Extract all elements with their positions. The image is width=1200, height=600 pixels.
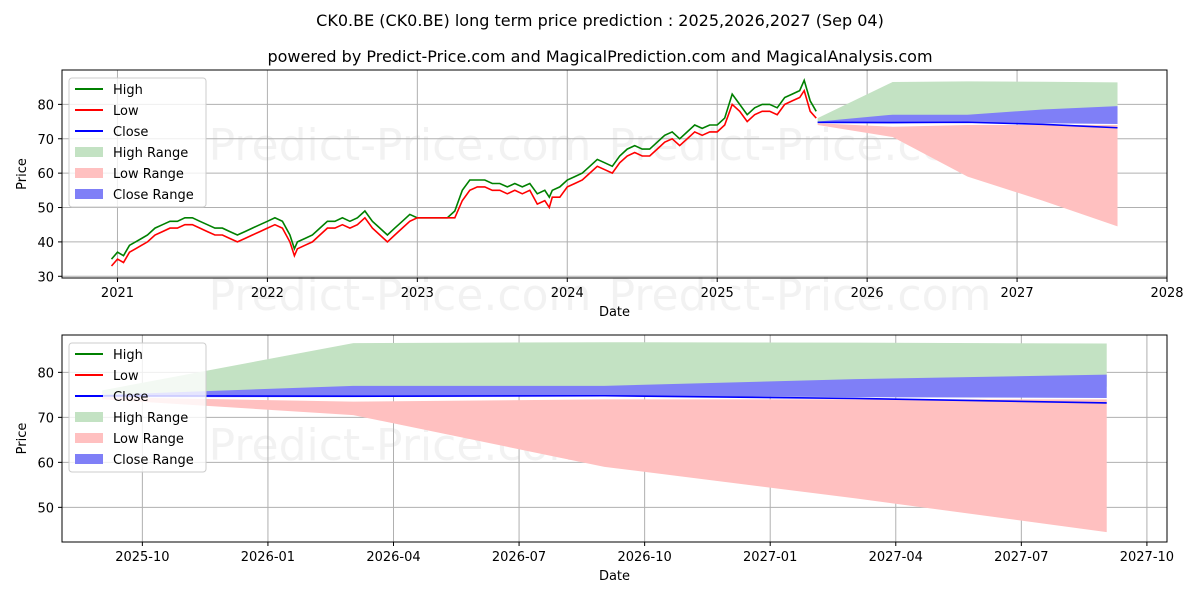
legend-label: High xyxy=(113,83,143,98)
plot-frame xyxy=(61,69,1168,279)
x-tick-label: 2025-10 xyxy=(115,550,169,565)
x-tick-label: 2024 xyxy=(551,286,584,301)
y-tick-label: 30 xyxy=(37,270,54,285)
top-chart-panel: Predict-Price.comPredict-Price.comPredic… xyxy=(15,69,1184,321)
legend: High Low Close High Range Low Range Close Ran… xyxy=(68,342,207,473)
x-tick-label: 2027-07 xyxy=(994,550,1048,565)
legend: High Low Close High Range Low Range Close Ran… xyxy=(68,77,207,208)
chart-title: CK0.BE (CK0.BE) long term price predicti… xyxy=(316,11,884,30)
legend-swatch-band xyxy=(75,412,103,422)
y-tick-label: 60 xyxy=(37,456,54,471)
y-tick-label: 40 xyxy=(37,236,54,251)
legend-label: Low Range xyxy=(113,167,184,182)
legend-label: Low xyxy=(113,369,139,384)
legend-label: High xyxy=(113,348,143,363)
low-series-line xyxy=(110,88,817,267)
x-axis-label: Date xyxy=(599,305,630,320)
legend-label: Close Range xyxy=(113,453,194,468)
legend-label: High Range xyxy=(113,146,188,161)
legend-box xyxy=(68,342,207,473)
x-tick-label: 2023 xyxy=(401,286,434,301)
x-tick-label: 2025 xyxy=(701,286,734,301)
legend-label: Low Range xyxy=(113,432,184,447)
watermark-text: Predict-Price.com xyxy=(209,120,592,171)
low-range-band xyxy=(817,123,1118,227)
chart-subtitle: powered by Predict-Price.com and Magical… xyxy=(267,47,932,66)
legend-label: High Range xyxy=(113,411,188,426)
y-tick-label: 50 xyxy=(37,501,54,516)
bottom-chart-panel: Predict-Price.comPredict-Price.com2025-1… xyxy=(15,334,1174,584)
legend-swatch-band xyxy=(75,433,103,443)
close-range-band xyxy=(102,374,1107,398)
y-tick-label: 50 xyxy=(37,202,54,217)
legend-label: Close xyxy=(113,125,148,140)
close-series-line xyxy=(817,121,1118,129)
x-tick-label: 2026 xyxy=(851,286,884,301)
plot-area xyxy=(110,77,1118,267)
x-tick-label: 2026-07 xyxy=(492,550,546,565)
x-tick-label: 2022 xyxy=(251,286,284,301)
x-tick-label: 2026-01 xyxy=(241,550,295,565)
x-tick-label: 2027-04 xyxy=(869,550,923,565)
legend-swatch-band xyxy=(75,454,103,464)
x-tick-label: 2021 xyxy=(101,286,134,301)
legend-label: Close xyxy=(113,390,148,405)
x-tick-label: 2026-04 xyxy=(366,550,420,565)
x-tick-label: 2027-01 xyxy=(743,550,797,565)
plot-area xyxy=(102,342,1107,533)
y-tick-label: 80 xyxy=(37,366,54,381)
plot-frame xyxy=(61,334,1168,543)
legend-swatch-band xyxy=(75,147,103,157)
x-tick-label: 2027 xyxy=(1001,286,1034,301)
legend-label: Low xyxy=(113,104,139,119)
x-tick-label: 2028 xyxy=(1150,286,1183,301)
y-tick-label: 70 xyxy=(37,411,54,426)
close-range-band xyxy=(817,106,1118,124)
y-tick-label: 80 xyxy=(37,98,54,113)
legend-swatch-band xyxy=(75,189,103,199)
close-series-line xyxy=(102,394,1107,404)
legend-box xyxy=(68,77,207,208)
x-axis-label: Date xyxy=(599,569,630,584)
x-tick-label: 2027-10 xyxy=(1120,550,1174,565)
y-tick-label: 60 xyxy=(37,167,54,182)
y-axis-label: Price xyxy=(15,158,30,190)
legend-swatch-band xyxy=(75,168,103,178)
y-tick-label: 70 xyxy=(37,133,54,148)
high-series-line xyxy=(110,77,817,260)
legend-label: Close Range xyxy=(113,188,194,203)
x-tick-label: 2026-10 xyxy=(617,550,671,565)
y-axis-label: Price xyxy=(15,423,30,455)
low-range-band xyxy=(102,397,1107,533)
